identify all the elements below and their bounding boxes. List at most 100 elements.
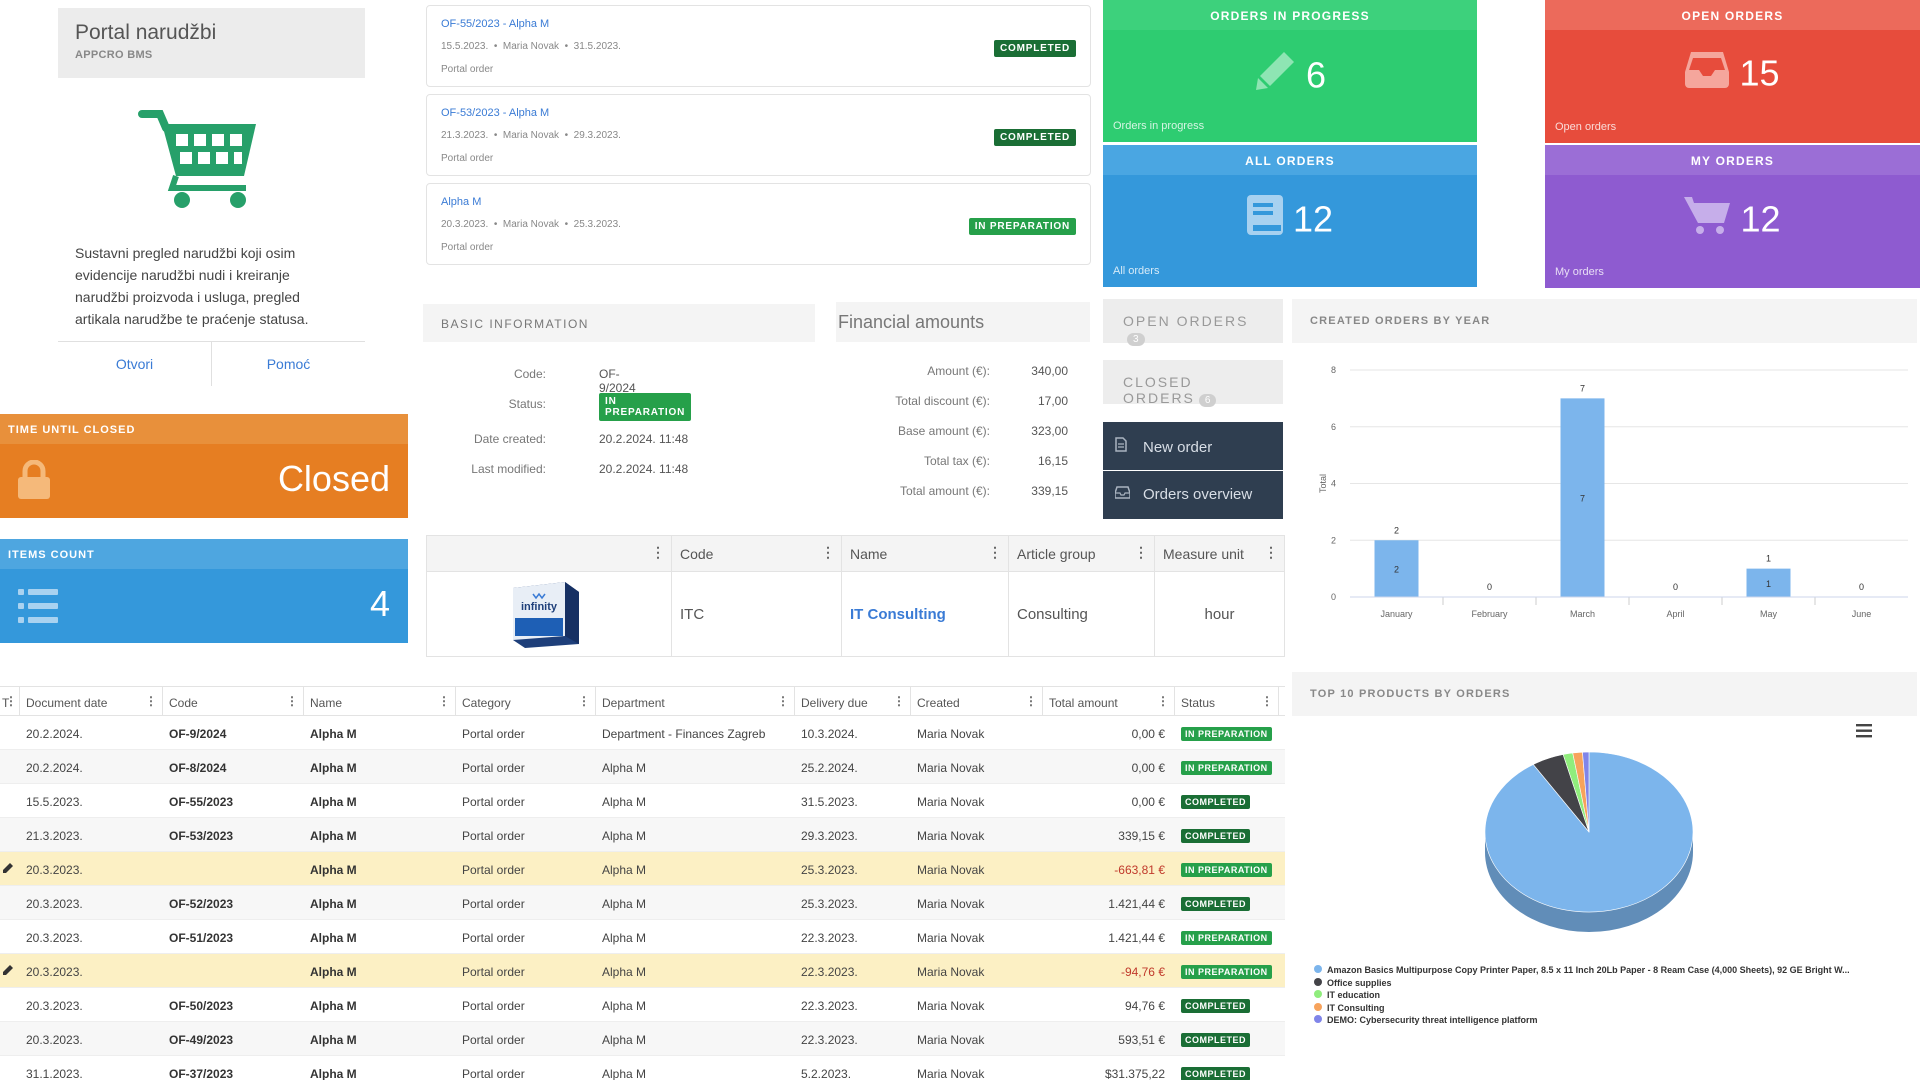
column-menu-icon[interactable]: ⋮ — [821, 544, 835, 560]
document-card[interactable]: OF-53/2023 - Alpha M 21.3.2023. • Maria … — [426, 94, 1091, 176]
table-row[interactable]: 20.3.2023. OF-50/2023 Alpha M Portal order A… — [0, 988, 1285, 1022]
basic-info-heading: BASIC INFORMATION — [423, 304, 815, 342]
closed-orders-button[interactable]: CLOSED ORDERS 6 — [1103, 360, 1283, 407]
document-title[interactable]: Alpha M — [441, 196, 482, 208]
new-order-button[interactable]: New order — [1103, 422, 1283, 470]
cell-status: COMPLETED — [1175, 1022, 1279, 1055]
column-total-amount[interactable]: Total amount ⋮ — [1043, 687, 1175, 715]
cart-icon — [1684, 195, 1731, 244]
cell-created: Maria Novak — [917, 1067, 985, 1080]
cell-created: Maria Novak — [917, 999, 985, 1013]
column-menu-icon[interactable]: ⋮ — [1261, 694, 1273, 708]
legend-item[interactable]: IT Consulting — [1314, 1002, 1914, 1015]
column-department[interactable]: Department ⋮ — [596, 687, 795, 715]
column-menu-icon[interactable]: ⋮ — [651, 544, 665, 560]
row-type — [0, 716, 20, 749]
status-badge: COMPLETED — [994, 40, 1076, 57]
document-card[interactable]: Alpha M 20.3.2023. • Maria Novak • 25.3.… — [426, 183, 1091, 265]
column-menu-icon[interactable]: ⋮ — [893, 694, 905, 708]
open-orders-button[interactable]: OPEN ORDERS 3 — [1103, 299, 1283, 346]
row-type — [0, 784, 20, 817]
edit-pencil-icon[interactable] — [2, 863, 14, 877]
column-image[interactable]: ⋮ — [427, 536, 672, 571]
column-menu-icon[interactable]: ⋮ — [1134, 544, 1148, 560]
column-menu-icon[interactable]: ⋮ — [1264, 544, 1278, 560]
column-label: Category — [462, 696, 511, 710]
table-row[interactable]: 21.3.2023. OF-53/2023 Alpha M Portal order A… — [0, 818, 1285, 852]
status-badge: COMPLETED — [1181, 897, 1251, 911]
open-link[interactable]: Otvori — [58, 342, 212, 386]
chart-menu-icon[interactable] — [1856, 724, 1878, 740]
column-created[interactable]: Created ⋮ — [911, 687, 1043, 715]
column-status[interactable]: Status ⋮ — [1175, 687, 1279, 715]
column-code[interactable]: Code ⋮ — [163, 687, 304, 715]
column-menu-icon[interactable]: ⋮ — [5, 694, 17, 708]
cell-code — [163, 954, 304, 987]
cell-name-link[interactable]: IT Consulting — [842, 572, 1009, 657]
column-article-group[interactable]: Article group ⋮ — [1009, 536, 1155, 571]
help-link[interactable]: Pomoć — [266, 356, 311, 372]
cell-department: Alpha M — [602, 999, 647, 1013]
column-category[interactable]: Category ⋮ — [456, 687, 596, 715]
cell-delivery-due: 10.3.2024. — [801, 727, 858, 741]
tile-footer: All orders — [1113, 265, 1160, 277]
pie-slice-4[interactable] — [1582, 751, 1590, 833]
column-measure-unit[interactable]: Measure unit ⋮ — [1155, 536, 1284, 571]
column-name[interactable]: Name ⋮ — [842, 536, 1009, 571]
list-icon — [18, 589, 58, 623]
x-tick-label: February — [1471, 609, 1508, 619]
column-code[interactable]: Code ⋮ — [672, 536, 842, 571]
document-title[interactable]: OF-55/2023 - Alpha M — [441, 18, 550, 30]
cell-created: Maria Novak — [917, 1033, 985, 1047]
cell-name: Alpha M — [310, 1033, 357, 1047]
tile-value-row: 12 — [1545, 195, 1920, 244]
grid-row[interactable]: infinity ITC IT Consulting Consulting ho… — [427, 572, 1284, 657]
legend-item[interactable]: DEMO: Cybersecurity threat intelligence … — [1314, 1014, 1914, 1027]
y-axis-label: Total — [1318, 474, 1328, 493]
legend-item[interactable]: IT education — [1314, 989, 1914, 1002]
orders-overview-button[interactable]: Orders overview — [1103, 471, 1283, 519]
column-delivery-due[interactable]: Delivery due ⋮ — [795, 687, 911, 715]
table-row[interactable]: 20.3.2023. OF-51/2023 Alpha M Portal order A… — [0, 920, 1285, 954]
column-menu-icon[interactable]: ⋮ — [438, 694, 450, 708]
cell-name: Alpha M — [310, 897, 357, 911]
cell-created: Maria Novak — [917, 727, 985, 741]
financial-label: Total discount (€): — [895, 394, 990, 408]
legend-item[interactable]: Office supplies — [1314, 977, 1914, 990]
column-menu-icon[interactable]: ⋮ — [1025, 694, 1037, 708]
column-type[interactable]: T ⋮ — [0, 687, 20, 715]
column-name[interactable]: Name ⋮ — [304, 687, 456, 715]
table-row[interactable]: 20.3.2023. Alpha M Portal order Alpha M 25.3… — [0, 852, 1285, 886]
column-document-date[interactable]: Document date ⋮ — [20, 687, 163, 715]
table-row[interactable]: 20.2.2024. OF-9/2024 Alpha M Portal order De… — [0, 716, 1285, 750]
column-menu-icon[interactable]: ⋮ — [286, 694, 298, 708]
cell-code: OF-37/2023 — [169, 1067, 234, 1080]
column-menu-icon[interactable]: ⋮ — [145, 694, 157, 708]
table-row[interactable]: 20.3.2023. Alpha M Portal order Alpha M 22.3… — [0, 954, 1285, 988]
table-row[interactable]: 15.5.2023. OF-55/2023 Alpha M Portal order A… — [0, 784, 1285, 818]
edit-pencil-icon[interactable] — [2, 965, 14, 979]
table-row[interactable]: 20.2.2024. OF-8/2024 Alpha M Portal order Al… — [0, 750, 1285, 784]
legend-item[interactable]: Amazon Basics Multipurpose Copy Printer … — [1314, 964, 1914, 977]
column-menu-icon[interactable]: ⋮ — [578, 694, 590, 708]
table-row[interactable]: 20.3.2023. OF-49/2023 Alpha M Portal order A… — [0, 1022, 1285, 1056]
orders-in-progress-tile[interactable]: ORDERS IN PROGRESS 6 Orders in progress — [1103, 0, 1477, 142]
column-menu-icon[interactable]: ⋮ — [777, 694, 789, 708]
portal-card: Portal narudžbi APPCRO BMS Sustavni preg… — [58, 8, 365, 386]
column-menu-icon[interactable]: ⋮ — [1157, 694, 1169, 708]
table-row[interactable]: 31.1.2023. OF-37/2023 Alpha M Portal order A… — [0, 1056, 1285, 1080]
cell-category: Portal order — [462, 897, 525, 911]
document-title[interactable]: OF-53/2023 - Alpha M — [441, 107, 550, 119]
my-orders-tile[interactable]: MY ORDERS 12 My orders — [1545, 145, 1920, 288]
column-menu-icon[interactable]: ⋮ — [988, 544, 1002, 560]
table-row[interactable]: 20.3.2023. OF-52/2023 Alpha M Portal order A… — [0, 886, 1285, 920]
open-orders-tile[interactable]: OPEN ORDERS 15 Open orders — [1545, 0, 1920, 143]
tile-value: 15 — [1739, 52, 1780, 94]
cell-amount: -94,76 € — [1120, 965, 1165, 979]
document-card[interactable]: OF-55/2023 - Alpha M 15.5.2023. • Maria … — [426, 5, 1091, 87]
cell-delivery-due: 31.5.2023. — [801, 795, 858, 809]
document-type: Portal order — [441, 242, 494, 253]
all-orders-tile[interactable]: ALL ORDERS 12 All orders — [1103, 145, 1477, 287]
tile-value: 12 — [1292, 198, 1334, 240]
cell-amount: 1.421,44 € — [1108, 897, 1165, 911]
